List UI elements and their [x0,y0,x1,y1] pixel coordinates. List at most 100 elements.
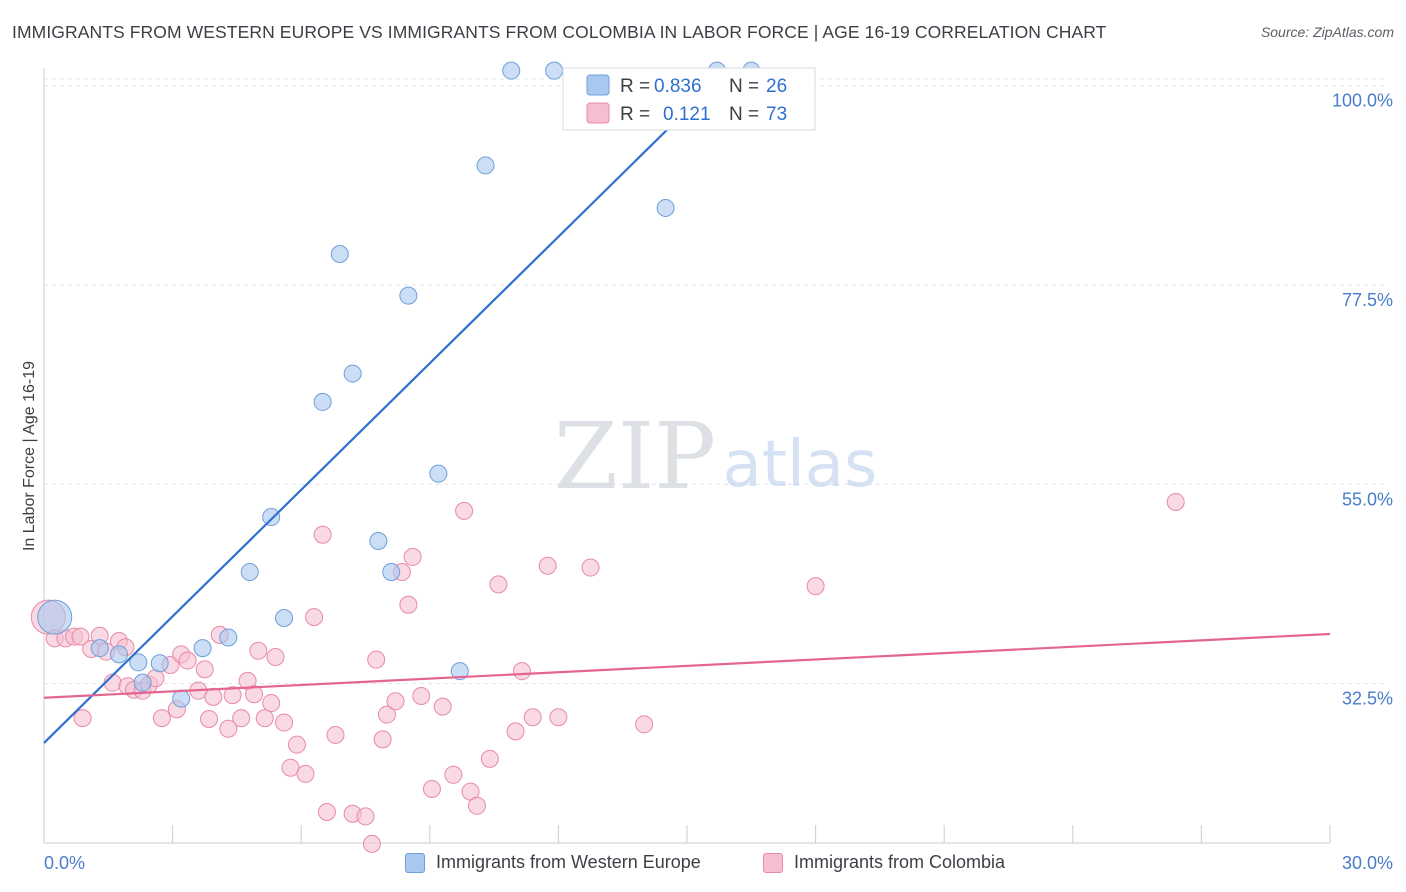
y-tick-label: 100.0% [1332,91,1393,111]
colombia-point [245,685,264,704]
source-credit: Source: ZipAtlas.com [1260,24,1394,40]
colombia-point [512,662,531,681]
colombia-point [219,719,238,738]
colombia-point [71,627,90,646]
western-europe-point [219,628,238,647]
colombia-point [195,660,214,679]
western-europe-point [313,392,332,411]
legend-pink-swatch [586,102,610,124]
y-tick-label: 55.0% [1342,489,1393,509]
colombia-point [444,765,463,784]
western-europe-point [37,599,73,635]
colombia-point [266,648,285,666]
colombia-point [262,694,281,713]
western-europe-point [502,61,521,80]
colombia-point [281,758,300,777]
colombia-point [178,651,197,670]
colombia-point [296,764,315,783]
colombia-point [255,709,274,728]
legend-pink-r-label: R = [620,104,650,125]
western-europe-point [656,198,675,217]
legend-label-colombia: Immigrants from Colombia [794,852,1006,872]
colombia-points [30,493,1185,853]
western-europe-point [150,654,169,673]
legend-blue-swatch [586,74,610,96]
colombia-point [386,692,405,711]
legend-blue-r-label: R = [620,76,650,97]
colombia-point [305,608,324,627]
legend-swatch-colombia [763,852,783,873]
colombia-point [433,697,452,716]
x-tick-label-min: 0.0% [44,853,85,873]
western-europe-point [343,364,362,383]
colombia-point [232,709,251,728]
y-tick-label: 77.5% [1342,290,1393,310]
colombia-point [200,710,219,728]
colombia-point [317,803,336,821]
colombia-point [377,705,396,724]
watermark-atlas: atlas [723,428,878,502]
western-europe-point [382,562,401,581]
colombia-point [480,749,499,768]
legend-swatch-western-europe [405,852,425,873]
colombia-point [313,525,332,544]
legend-item-western-europe: Immigrants from Western Europe [405,852,701,873]
colombia-point [403,547,422,566]
western-europe-point [429,464,448,483]
colombia-point [326,725,345,744]
western-europe-point [240,562,259,581]
colombia-point [806,577,825,596]
colombia-point [287,735,306,754]
y-axis-label: In Labor Force | Age 16-19 [21,361,38,551]
western-europe-point [172,689,191,708]
colombia-point [489,575,508,594]
x-tick-label-max: 30.0% [1342,853,1393,873]
western-europe-point [545,61,564,80]
colombia-point [506,722,525,741]
trend-lines [43,67,1331,744]
legend-blue-n-value: 26 [766,76,787,97]
western-europe-point [193,639,212,658]
colombia-point [1166,493,1185,511]
western-europe-point [110,645,129,664]
colombia-point [399,595,418,614]
western-europe-point [399,286,418,305]
series-legend: Immigrants from Western Europe Immigrant… [0,852,1406,878]
colombia-trend-line [43,632,1331,699]
western-europe-point [262,508,281,527]
colombia-point [275,713,294,732]
colombia-point [467,796,486,815]
colombia-point [152,709,171,728]
tick-labels: 32.5% 55.0% 77.5% 100.0% 0.0% 30.0% [44,91,1393,873]
western-europe-point [476,156,495,175]
colombia-point [73,709,92,728]
western-europe-point [129,653,148,672]
colombia-point [523,708,542,727]
colombia-point [549,708,568,727]
legend-pink-n-value: 73 [766,104,787,125]
axes [43,68,1331,844]
legend-blue-r-value: 0.836 [654,76,702,97]
western-europe-point [275,609,294,628]
western-europe-point [330,245,349,263]
colombia-point [367,650,386,669]
correlation-legend: R = 0.836 N = 26 R = 0.121 N = 73 [562,67,816,131]
watermark-zip: ZIP [554,403,716,510]
colombia-point [223,686,242,705]
y-tick-label: 32.5% [1342,689,1393,709]
western-europe-point [90,639,109,658]
western-europe-point [450,662,469,681]
colombia-point [412,686,431,705]
colombia-point [373,730,392,749]
western-europe-point [369,531,388,550]
colombia-point [204,687,223,706]
zipatlas-watermark: ZIP atlas [554,403,877,510]
colombia-point [455,501,474,520]
legend-item-colombia: Immigrants from Colombia [763,852,1005,873]
chart-title: IMMIGRANTS FROM WESTERN EUROPE VS IMMIGR… [12,22,1107,42]
colombia-point [635,715,654,734]
legend-label-western-europe: Immigrants from Western Europe [436,852,701,872]
colombia-point [581,558,600,577]
colombia-point [422,779,441,798]
